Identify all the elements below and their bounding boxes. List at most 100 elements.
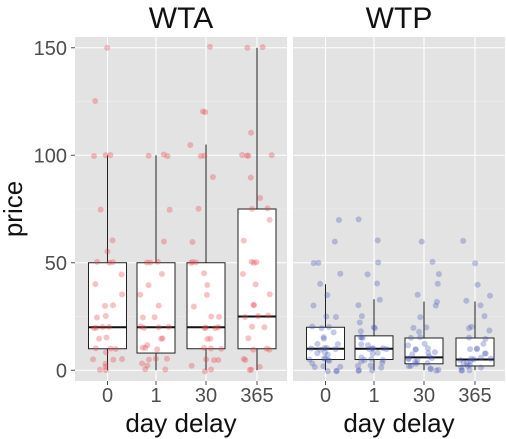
data-point: [358, 334, 365, 341]
data-point: [364, 342, 371, 349]
data-point: [201, 344, 208, 351]
data-point: [324, 368, 331, 375]
data-point: [473, 345, 480, 352]
data-point: [207, 335, 214, 342]
data-point: [314, 340, 321, 347]
data-point: [142, 366, 149, 373]
data-point: [187, 142, 194, 149]
data-point: [356, 319, 363, 326]
data-point: [487, 355, 494, 362]
data-point: [380, 345, 387, 352]
data-point: [310, 302, 317, 309]
data-point: [431, 349, 438, 356]
data-point: [332, 345, 339, 352]
data-point: [460, 360, 467, 367]
data-point: [110, 259, 117, 266]
data-point: [465, 325, 472, 332]
data-point: [417, 314, 424, 321]
data-point: [259, 44, 266, 51]
data-point: [209, 174, 216, 181]
box: [404, 337, 444, 365]
data-point: [250, 346, 257, 353]
data-point: [405, 355, 412, 362]
data-point: [249, 205, 256, 212]
data-point: [317, 346, 324, 353]
data-point: [155, 324, 162, 331]
data-point: [369, 345, 376, 352]
data-point: [154, 258, 161, 265]
box: [306, 326, 345, 360]
data-point: [266, 346, 273, 353]
data-point: [106, 259, 113, 266]
data-point: [366, 346, 373, 353]
data-point: [242, 356, 249, 363]
data-point: [474, 281, 481, 288]
data-point: [137, 323, 144, 330]
data-point: [250, 259, 257, 266]
data-point: [246, 366, 253, 373]
data-point: [364, 271, 371, 278]
data-point: [188, 362, 195, 369]
data-point: [252, 281, 259, 288]
data-point: [245, 335, 252, 342]
data-point: [337, 363, 344, 370]
data-point: [460, 237, 467, 244]
data-point: [369, 367, 376, 374]
data-point: [463, 360, 470, 367]
data-point: [361, 356, 368, 363]
data-point: [145, 282, 152, 289]
data-point: [215, 324, 222, 331]
data-point: [201, 270, 208, 277]
data-point: [243, 152, 250, 159]
data-point: [466, 334, 473, 341]
box: [136, 262, 176, 354]
data-point: [457, 357, 464, 364]
data-point: [212, 325, 219, 332]
data-point: [355, 367, 362, 374]
x-tick-label: 30: [413, 385, 435, 407]
data-point: [315, 259, 322, 266]
data-point: [378, 364, 385, 371]
data-point: [266, 291, 273, 298]
data-point: [93, 314, 100, 321]
data-point: [324, 292, 331, 299]
data-point: [407, 334, 414, 341]
data-point: [160, 151, 167, 158]
data-point: [144, 342, 151, 349]
data-point: [164, 153, 171, 160]
data-point: [358, 354, 365, 361]
data-point: [202, 324, 209, 331]
data-point: [481, 313, 488, 320]
x-axis-title: day delay: [343, 408, 454, 438]
data-point: [144, 362, 151, 369]
data-point: [459, 367, 466, 374]
data-point: [255, 313, 262, 320]
data-point: [145, 152, 152, 159]
data-point: [92, 281, 99, 288]
data-point: [427, 365, 434, 372]
data-point: [423, 324, 430, 331]
data-point: [427, 366, 434, 373]
data-point: [242, 313, 249, 320]
data-point: [421, 340, 428, 347]
data-point: [432, 302, 439, 309]
x-tick-label: 30: [195, 385, 217, 407]
data-point: [162, 366, 169, 373]
data-point: [326, 324, 333, 331]
data-point: [266, 216, 273, 223]
data-point: [110, 356, 117, 363]
data-point: [248, 129, 255, 136]
data-point: [468, 323, 475, 330]
data-point: [355, 216, 362, 223]
data-point: [165, 323, 172, 330]
data-point: [355, 302, 362, 309]
data-point: [92, 345, 99, 352]
data-point: [154, 346, 161, 353]
data-point: [429, 258, 436, 265]
data-point: [379, 356, 386, 363]
data-point: [367, 362, 374, 369]
data-point: [477, 354, 484, 361]
data-point: [152, 355, 159, 362]
